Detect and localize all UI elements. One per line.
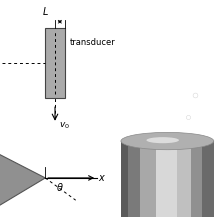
Text: transducer: transducer [70,38,116,47]
Bar [202,141,214,217]
Polygon shape [0,152,45,208]
Bar [121,141,128,217]
Text: $\theta$: $\theta$ [56,181,64,193]
Bar [128,141,140,217]
Text: x: x [98,173,104,183]
Text: (b): (b) [114,11,130,21]
Text: $v_0$: $v_0$ [59,121,70,131]
Bar [156,141,177,217]
Ellipse shape [146,137,179,143]
Bar [191,141,202,217]
Bar [140,141,156,217]
Bar [45,28,65,98]
Ellipse shape [121,132,214,150]
Text: L: L [43,7,49,17]
Bar [177,141,191,217]
